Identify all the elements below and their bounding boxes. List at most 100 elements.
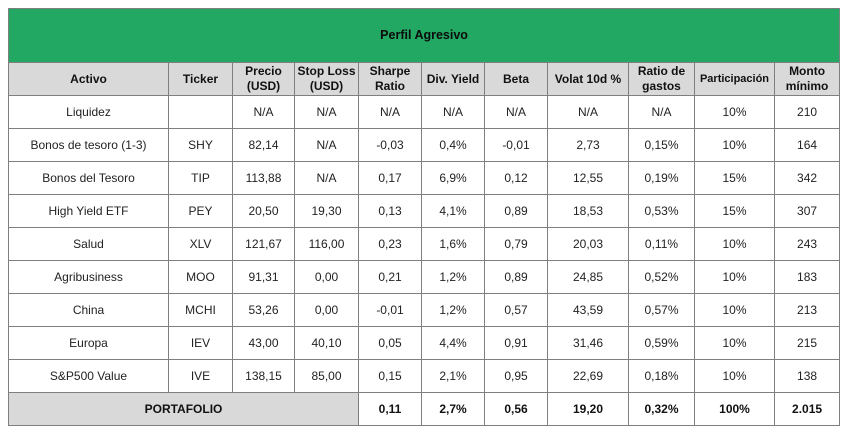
table-row: Liquidez N/A N/A N/A N/A N/A N/A N/A 10% 210: [8, 95, 841, 129]
cell-activo: Agribusiness: [8, 260, 169, 294]
cell-monto: 213: [773, 293, 841, 327]
cell-sharpe: N/A: [358, 95, 422, 129]
header-activo: Activo: [8, 62, 169, 96]
cell-stop-loss: 0,00: [294, 293, 359, 327]
cell-ratio-gastos: 0,19%: [628, 161, 695, 195]
cell-stop-loss: N/A: [294, 161, 359, 195]
cell-stop-loss: 116,00: [294, 227, 359, 261]
header-row: Activo Ticker Precio (USD) Stop Loss (US…: [8, 62, 841, 96]
cell-activo: Bonos del Tesoro: [8, 161, 169, 195]
cell-stop-loss: N/A: [294, 95, 359, 129]
cell-stop-loss: 85,00: [294, 359, 359, 393]
table-row: China MCHI 53,26 0,00 -0,01 1,2% 0,57 43,59 0,57…: [8, 293, 841, 327]
header-volat: Volat 10d %: [547, 62, 629, 96]
cell-beta: 0,79: [484, 227, 548, 261]
total-beta: 0,56: [484, 392, 548, 426]
cell-div-yield: 4,4%: [421, 326, 485, 360]
cell-volat: 12,55: [547, 161, 629, 195]
total-participacion: 100%: [694, 392, 775, 426]
cell-volat: 22,69: [547, 359, 629, 393]
cell-monto: 138: [773, 359, 841, 393]
table-row: Salud XLV 121,67 116,00 0,23 1,6% 0,79 20,03 0,1…: [8, 227, 841, 261]
cell-volat: 43,59: [547, 293, 629, 327]
cell-precio: 113,88: [232, 161, 295, 195]
cell-sharpe: 0,21: [358, 260, 422, 294]
cell-precio: 91,31: [232, 260, 295, 294]
cell-sharpe: -0,03: [358, 128, 422, 162]
cell-precio: N/A: [232, 95, 295, 129]
cell-volat: 2,73: [547, 128, 629, 162]
title-row: Perfil Agresivo: [7, 8, 841, 63]
cell-ticker: MOO: [168, 260, 233, 294]
header-beta: Beta: [484, 62, 548, 96]
cell-sharpe: 0,23: [358, 227, 422, 261]
cell-activo: China: [8, 293, 169, 327]
cell-volat: 20,03: [547, 227, 629, 261]
cell-volat: 24,85: [547, 260, 629, 294]
cell-participacion: 10%: [694, 359, 775, 393]
total-monto: 2.015: [773, 392, 841, 426]
cell-ratio-gastos: 0,57%: [628, 293, 695, 327]
cell-participacion: 10%: [694, 260, 775, 294]
cell-monto: 183: [773, 260, 841, 294]
table-row: Bonos del Tesoro TIP 113,88 N/A 0,17 6,9% 0,12…: [8, 161, 841, 195]
cell-monto: 307: [773, 194, 841, 228]
table-row: Europa IEV 43,00 40,10 0,05 4,4% 0,91 31,46 0,59…: [8, 326, 841, 360]
cell-sharpe: -0,01: [358, 293, 422, 327]
cell-stop-loss: 0,00: [294, 260, 359, 294]
header-precio: Precio (USD): [232, 62, 295, 96]
cell-beta: 0,95: [484, 359, 548, 393]
cell-beta: 0,91: [484, 326, 548, 360]
cell-ratio-gastos: N/A: [628, 95, 695, 129]
header-ratio-gastos: Ratio de gastos: [628, 62, 695, 96]
cell-ratio-gastos: 0,59%: [628, 326, 695, 360]
cell-activo: Europa: [8, 326, 169, 360]
table-row: High Yield ETF PEY 20,50 19,30 0,13 4,1% 0,89 1…: [8, 194, 841, 228]
cell-precio: 138,15: [232, 359, 295, 393]
cell-ratio-gastos: 0,15%: [628, 128, 695, 162]
cell-participacion: 10%: [694, 227, 775, 261]
cell-activo: Salud: [8, 227, 169, 261]
cell-volat: 18,53: [547, 194, 629, 228]
cell-monto: 210: [773, 95, 841, 129]
cell-sharpe: 0,17: [358, 161, 422, 195]
cell-monto: 243: [773, 227, 841, 261]
cell-ratio-gastos: 0,11%: [628, 227, 695, 261]
cell-ticker: IEV: [168, 326, 233, 360]
cell-activo: Bonos de tesoro (1-3): [8, 128, 169, 162]
cell-ratio-gastos: 0,52%: [628, 260, 695, 294]
table-body: Liquidez N/A N/A N/A N/A N/A N/A N/A 10% 210 Bonos…: [8, 95, 841, 393]
cell-ratio-gastos: 0,18%: [628, 359, 695, 393]
total-volat: 19,20: [547, 392, 629, 426]
total-row: PORTAFOLIO 0,11 2,7% 0,56 19,20 0,32% 10…: [8, 392, 841, 426]
table-row: S&P500 Value IVE 138,15 85,00 0,15 2,1% 0,95 22…: [8, 359, 841, 393]
portfolio-table-wrapper: Perfil Agresivo Activo Ticker Precio (US…: [7, 8, 841, 426]
cell-participacion: 15%: [694, 194, 775, 228]
table-title: Perfil Agresivo: [7, 8, 841, 63]
cell-beta: -0,01: [484, 128, 548, 162]
cell-precio: 82,14: [232, 128, 295, 162]
portfolio-table: Perfil Agresivo Activo Ticker Precio (US…: [7, 8, 841, 426]
header-monto: Monto mínimo: [773, 62, 841, 96]
cell-ticker: TIP: [168, 161, 233, 195]
cell-ticker: IVE: [168, 359, 233, 393]
cell-precio: 43,00: [232, 326, 295, 360]
cell-stop-loss: 19,30: [294, 194, 359, 228]
cell-div-yield: 0,4%: [421, 128, 485, 162]
cell-sharpe: 0,05: [358, 326, 422, 360]
cell-monto: 215: [773, 326, 841, 360]
cell-div-yield: N/A: [421, 95, 485, 129]
cell-div-yield: 4,1%: [421, 194, 485, 228]
cell-ticker: SHY: [168, 128, 233, 162]
cell-volat: 31,46: [547, 326, 629, 360]
table-row: Bonos de tesoro (1-3) SHY 82,14 N/A -0,03 0,4…: [8, 128, 841, 162]
cell-volat: N/A: [547, 95, 629, 129]
cell-beta: 0,89: [484, 194, 548, 228]
total-ratio-gastos: 0,32%: [628, 392, 695, 426]
cell-beta: N/A: [484, 95, 548, 129]
cell-div-yield: 6,9%: [421, 161, 485, 195]
total-label: PORTAFOLIO: [8, 392, 359, 426]
cell-div-yield: 2,1%: [421, 359, 485, 393]
header-participacion: Participación: [694, 62, 775, 96]
total-sharpe: 0,11: [358, 392, 422, 426]
